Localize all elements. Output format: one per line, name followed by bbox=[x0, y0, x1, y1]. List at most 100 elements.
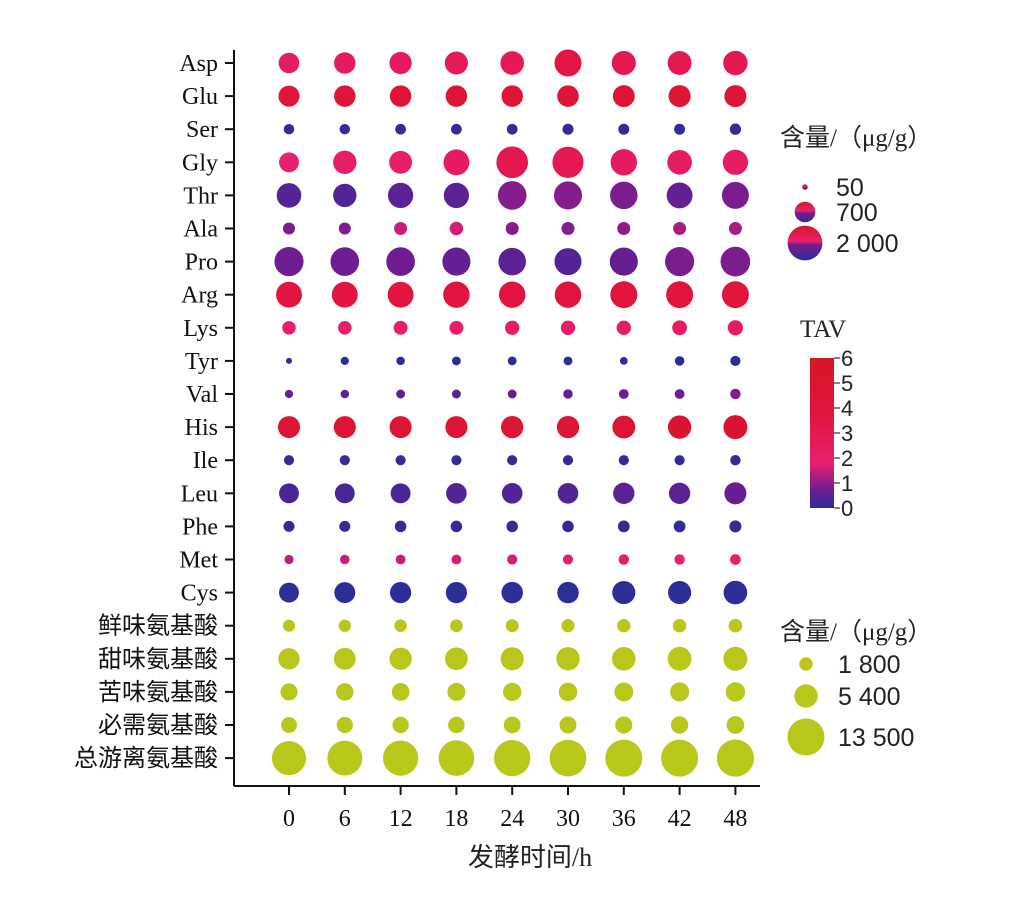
bubble-甜味氨基酸-30 bbox=[556, 647, 580, 671]
bubble-Leu-18 bbox=[446, 482, 467, 504]
bubble-Arg-18 bbox=[443, 281, 470, 308]
y-tick-label: 苦味氨基酸 bbox=[98, 679, 218, 706]
y-axis-ticks: Asp Glu Ser Gly Thr Ala Pro Arg Lys Tyr Val His Ile L… bbox=[74, 51, 234, 772]
bubble-Pro-12 bbox=[386, 247, 415, 276]
bubble-Thr-18 bbox=[443, 182, 470, 209]
bubble-总游离氨基酸-30 bbox=[549, 739, 587, 777]
bubble-Asp-6 bbox=[334, 52, 356, 74]
bubble-Tyr-18 bbox=[451, 356, 461, 366]
y-tick-label: 甜味氨基酸 bbox=[98, 646, 218, 673]
legend-content-groups-label: 1 800 bbox=[838, 651, 901, 679]
bubble-Phe-18 bbox=[450, 520, 463, 533]
bubble-Phe-6 bbox=[339, 520, 351, 532]
bubble-Ile-6 bbox=[339, 455, 350, 466]
bubble-Ala-36 bbox=[617, 221, 631, 236]
bubble-Val-48 bbox=[730, 388, 741, 400]
x-tick-label: 18 bbox=[444, 806, 468, 832]
bubble-Ser-48 bbox=[729, 123, 742, 135]
y-tick-label: Lys bbox=[183, 316, 218, 342]
tav-tick-label: 3 bbox=[841, 421, 853, 446]
bubble-Gly-18 bbox=[443, 149, 470, 176]
y-tick-label: Thr bbox=[183, 183, 218, 209]
bubble-Ala-18 bbox=[449, 221, 464, 236]
bubble-Lys-6 bbox=[338, 321, 352, 335]
y-tick-label: Pro bbox=[185, 250, 218, 276]
y-tick-label: 鲜味氨基酸 bbox=[98, 613, 218, 640]
bubble-Tyr-6 bbox=[340, 356, 349, 365]
bubble-必需氨基酸-12 bbox=[392, 716, 409, 734]
bubble-Ile-18 bbox=[451, 455, 462, 466]
bubble-Ile-36 bbox=[618, 455, 629, 466]
bubble-His-36 bbox=[612, 415, 636, 439]
bubble-Cys-6 bbox=[334, 582, 356, 604]
y-tick-label: Leu bbox=[181, 481, 218, 507]
bubble-Val-24 bbox=[507, 389, 517, 399]
bubble-Asp-24 bbox=[500, 51, 525, 75]
bubble-苦味氨基酸-0 bbox=[280, 683, 298, 701]
bubble-甜味氨基酸-48 bbox=[723, 646, 748, 671]
x-tick-label: 24 bbox=[500, 806, 524, 832]
bubble-Ala-0 bbox=[282, 222, 296, 235]
bubble-总游离氨基酸-18 bbox=[438, 740, 475, 776]
x-tick-label: 42 bbox=[668, 806, 692, 832]
bubble-Asp-12 bbox=[389, 51, 412, 75]
bubble-鲜味氨基酸-24 bbox=[505, 619, 519, 633]
legend-content-amino-label: 50 bbox=[836, 174, 864, 202]
tav-colorbar bbox=[810, 358, 834, 508]
bubble-Met-30 bbox=[562, 554, 574, 565]
bubble-必需氨基酸-30 bbox=[559, 716, 577, 734]
bubble-Pro-18 bbox=[442, 247, 471, 276]
bubble-Tyr-24 bbox=[507, 356, 517, 366]
bubble-Glu-6 bbox=[334, 85, 356, 107]
y-tick-label: Gly bbox=[182, 150, 218, 176]
bubble-鲜味氨基酸-12 bbox=[394, 619, 407, 632]
bubble-Met-6 bbox=[340, 554, 350, 565]
bubble-总游离氨基酸-36 bbox=[605, 739, 643, 777]
bubble-甜味氨基酸-24 bbox=[500, 647, 524, 671]
bubble-His-42 bbox=[667, 415, 692, 439]
bubble-鲜味氨基酸-18 bbox=[450, 619, 463, 633]
legend-content-groups-bubble bbox=[787, 718, 825, 756]
bubble-Ile-42 bbox=[674, 455, 685, 466]
y-tick-label: Glu bbox=[182, 84, 218, 110]
bubble-苦味氨基酸-6 bbox=[336, 683, 354, 701]
legend-content-groups-label: 5 400 bbox=[838, 683, 901, 711]
bubble-Glu-12 bbox=[389, 85, 412, 107]
bubble-Tyr-12 bbox=[396, 356, 405, 366]
bubble-Gly-12 bbox=[389, 150, 413, 174]
bubble-Met-12 bbox=[395, 554, 406, 565]
bubble-Thr-30 bbox=[553, 181, 583, 210]
bubble-Pro-6 bbox=[330, 247, 360, 276]
bubble-必需氨基酸-48 bbox=[726, 716, 745, 734]
y-tick-label: His bbox=[185, 415, 218, 441]
legend-content-amino-label: 2 000 bbox=[836, 230, 899, 258]
bubble-Ala-12 bbox=[394, 221, 408, 236]
bubble-Cys-36 bbox=[612, 581, 636, 605]
tav-tick-label: 2 bbox=[841, 446, 853, 471]
bubble-Lys-12 bbox=[393, 320, 408, 335]
bubble-Arg-12 bbox=[387, 281, 414, 308]
bubble-Asp-48 bbox=[723, 50, 748, 76]
bubble-Tyr-48 bbox=[730, 355, 741, 366]
bubble-Lys-48 bbox=[727, 320, 744, 336]
bubble-甜味氨基酸-42 bbox=[667, 646, 692, 671]
bubble-Met-36 bbox=[618, 554, 630, 565]
bubble-甜味氨基酸-12 bbox=[389, 647, 412, 670]
bubble-Pro-48 bbox=[720, 246, 751, 277]
bubble-Cys-12 bbox=[390, 582, 412, 604]
bubble-Pro-24 bbox=[498, 247, 526, 276]
bubble-苦味氨基酸-18 bbox=[447, 682, 466, 701]
bubble-苦味氨基酸-12 bbox=[391, 683, 410, 701]
bubble-Met-48 bbox=[730, 554, 741, 565]
bubble-Lys-0 bbox=[282, 321, 296, 335]
bubble-Leu-12 bbox=[390, 483, 411, 504]
bubble-Gly-24 bbox=[496, 146, 529, 179]
bubble-His-18 bbox=[445, 416, 468, 439]
bubble-Gly-42 bbox=[667, 149, 692, 175]
bubble-Glu-42 bbox=[668, 85, 691, 108]
bubble-必需氨基酸-18 bbox=[448, 716, 465, 734]
bubble-甜味氨基酸-0 bbox=[278, 648, 300, 670]
bubble-Arg-6 bbox=[331, 281, 358, 308]
bubble-Arg-30 bbox=[554, 281, 582, 308]
legend-content-groups: 含量/（μg/g） 1 800 5 400 13 500 bbox=[780, 618, 932, 756]
